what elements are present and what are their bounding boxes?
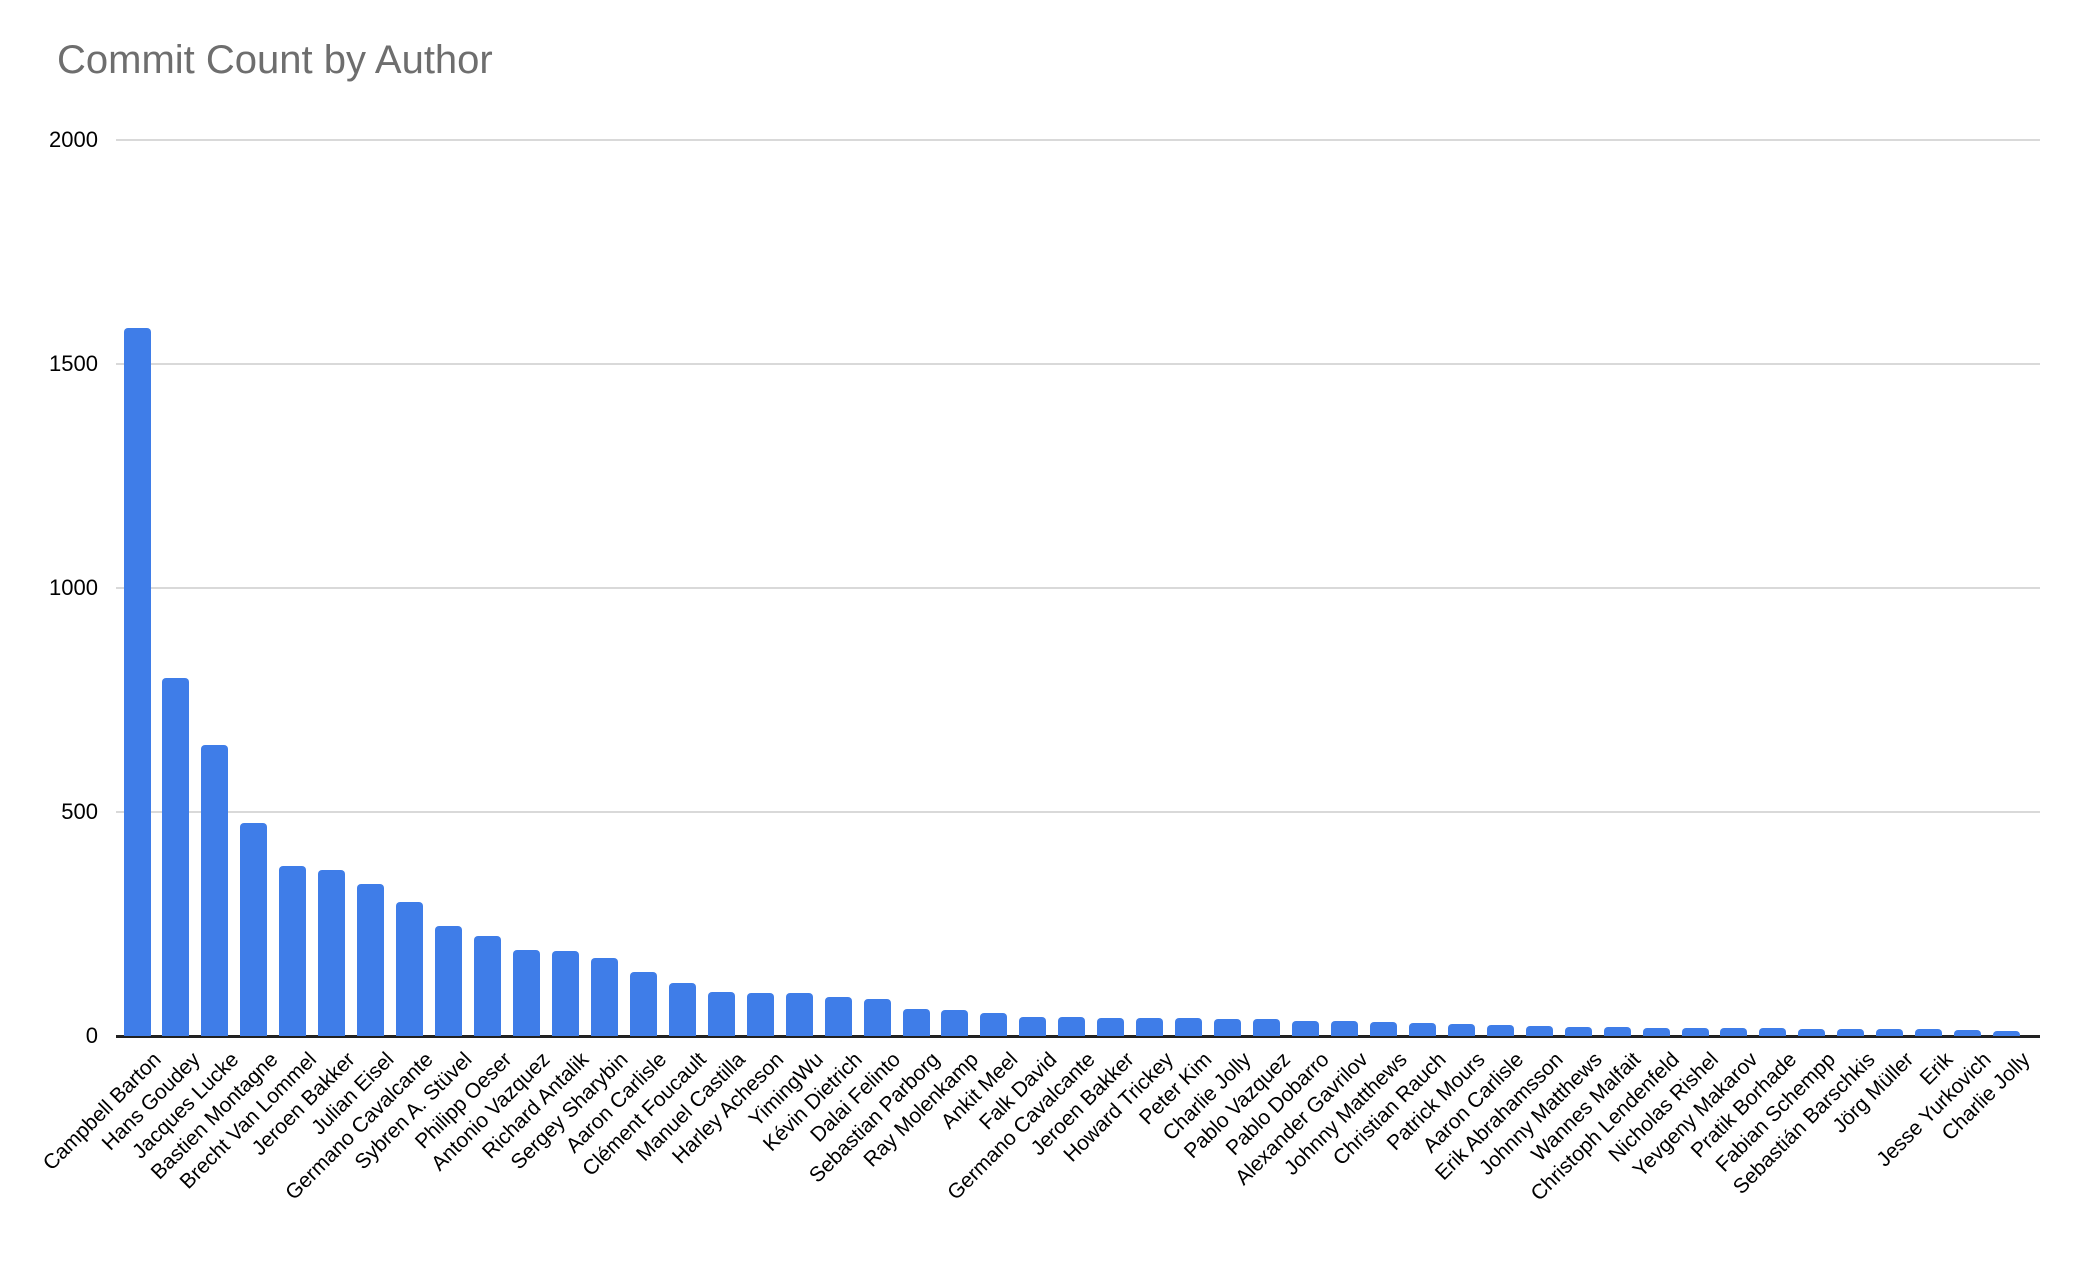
bar	[1993, 1030, 2021, 1036]
bar	[980, 1012, 1008, 1036]
gridline	[116, 363, 2040, 365]
bar	[1058, 1017, 1086, 1036]
bar	[1330, 1021, 1358, 1036]
bar	[1175, 1018, 1203, 1036]
y-axis-tick-label: 1500	[49, 351, 98, 376]
bar	[941, 1010, 969, 1036]
bar	[863, 998, 891, 1036]
bar	[1019, 1016, 1047, 1036]
bar	[240, 823, 268, 1036]
bar	[1837, 1028, 1865, 1036]
bar	[1759, 1028, 1787, 1036]
bar	[1097, 1017, 1125, 1036]
bar	[629, 972, 657, 1036]
bar	[1447, 1024, 1475, 1036]
bar	[1253, 1019, 1281, 1036]
bar	[746, 992, 774, 1036]
gridline	[116, 587, 2040, 589]
y-axis-tick-label: 1000	[49, 575, 98, 600]
bar	[162, 677, 190, 1036]
bar	[668, 982, 696, 1036]
bar	[357, 883, 385, 1036]
bar	[318, 870, 346, 1036]
bar	[1915, 1029, 1943, 1036]
chart-title: Commit Count by Author	[57, 38, 493, 82]
bar	[1292, 1020, 1319, 1036]
y-axis-tick-label: 500	[61, 799, 98, 824]
bar	[1642, 1027, 1670, 1036]
y-axis-tick-label: 0	[85, 1023, 98, 1048]
bar	[1369, 1021, 1397, 1036]
bar	[551, 950, 579, 1036]
bar	[513, 949, 540, 1036]
bar	[396, 901, 424, 1036]
bar	[1408, 1023, 1436, 1036]
y-axis-tick-label: 2000	[49, 127, 98, 152]
bar	[590, 958, 618, 1036]
bar	[785, 993, 813, 1036]
bar	[1720, 1027, 1748, 1036]
bar	[1214, 1018, 1242, 1036]
gridline	[116, 811, 2040, 813]
bar	[1681, 1027, 1709, 1036]
bar	[1136, 1018, 1164, 1036]
bar	[1876, 1028, 1904, 1036]
bar	[201, 744, 229, 1036]
bar	[1798, 1028, 1826, 1036]
bar	[1603, 1027, 1631, 1036]
bar	[1486, 1025, 1514, 1036]
bar	[902, 1009, 930, 1036]
bar	[707, 992, 735, 1036]
bar	[1525, 1026, 1553, 1036]
bar	[474, 936, 502, 1036]
bar	[435, 926, 463, 1036]
bar	[1564, 1027, 1592, 1036]
bar	[824, 996, 852, 1036]
bar	[123, 328, 151, 1036]
bar	[279, 865, 307, 1036]
gridline	[116, 139, 2040, 141]
x-axis-line	[116, 1035, 2040, 1038]
bar	[1954, 1029, 1982, 1036]
